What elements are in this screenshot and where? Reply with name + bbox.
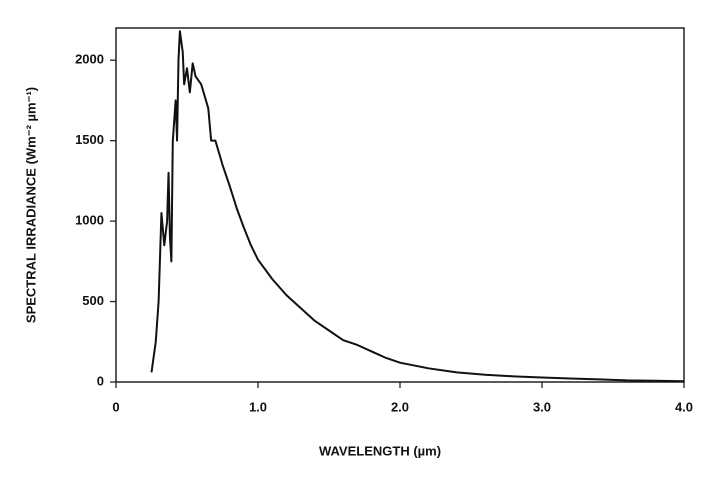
y-axis-label: SPECTRAL IRRADIANCE (Wm⁻² µm⁻¹) — [23, 87, 38, 323]
y-tick-label: 2000 — [75, 52, 104, 67]
y-tick-label: 0 — [97, 373, 104, 388]
y-tick-label: 500 — [82, 293, 104, 308]
x-tick-label: 3.0 — [533, 399, 551, 414]
x-axis-label: WAVELENGTH (µm) — [319, 443, 441, 458]
spectrum-line — [150, 30, 685, 383]
y-tick-label: 1000 — [75, 213, 104, 228]
plot-frame — [115, 27, 685, 383]
x-tick-label: 1.0 — [249, 399, 267, 414]
y-tick-label: 1500 — [75, 132, 104, 147]
x-tick-label: 4.0 — [675, 399, 693, 414]
x-tick-label: 0 — [112, 399, 119, 414]
x-tick-label: 2.0 — [391, 399, 409, 414]
